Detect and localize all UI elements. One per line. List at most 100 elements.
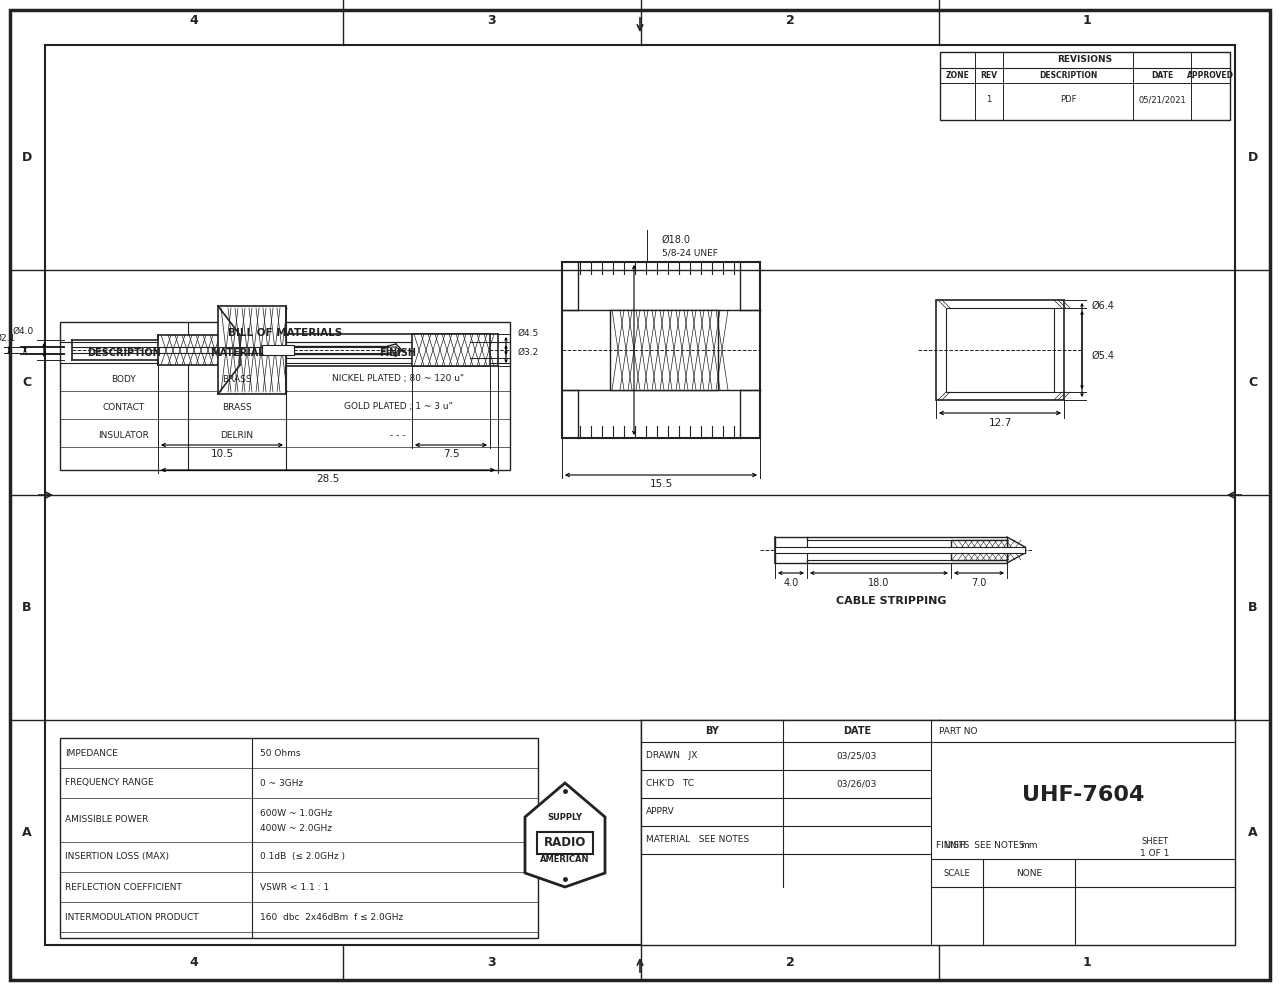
Bar — [940, 52, 1230, 120]
Text: Ø5.4: Ø5.4 — [1092, 351, 1115, 361]
Bar — [936, 300, 1064, 400]
Text: DATE: DATE — [1151, 71, 1174, 80]
Bar — [412, 334, 490, 366]
Text: FREQUENCY RANGE: FREQUENCY RANGE — [65, 778, 154, 787]
Bar — [60, 738, 538, 938]
Text: B: B — [22, 601, 32, 614]
Text: 10.5: 10.5 — [210, 449, 233, 459]
Text: 28.5: 28.5 — [316, 474, 339, 484]
Text: NICKEL PLATED ; 80 ~ 120 u": NICKEL PLATED ; 80 ~ 120 u" — [332, 374, 465, 383]
Text: AMERICAN: AMERICAN — [540, 854, 590, 863]
Text: GOLD PLATED ; 1 ~ 3 u": GOLD PLATED ; 1 ~ 3 u" — [343, 403, 452, 412]
Text: BILL OF MATERIALS: BILL OF MATERIALS — [228, 328, 342, 338]
Text: NONE: NONE — [1016, 868, 1042, 877]
Text: 15.5: 15.5 — [649, 479, 672, 489]
Text: 18.0: 18.0 — [868, 578, 890, 588]
Text: REVISIONS: REVISIONS — [1057, 55, 1112, 64]
Text: SHEET: SHEET — [1142, 837, 1169, 845]
Text: DATE: DATE — [844, 726, 872, 736]
Bar — [262, 345, 294, 355]
Text: DESCRIPTION: DESCRIPTION — [87, 348, 161, 358]
Bar — [946, 308, 1053, 392]
Text: DELRIN: DELRIN — [220, 431, 253, 440]
Bar — [60, 322, 509, 470]
Text: INSULATOR: INSULATOR — [99, 431, 150, 440]
Bar — [774, 547, 1025, 553]
Text: 3: 3 — [488, 14, 497, 27]
Text: 12.7: 12.7 — [988, 418, 1011, 428]
Text: 50 Ohms: 50 Ohms — [260, 748, 301, 757]
Text: D: D — [22, 151, 32, 164]
Text: Ø2.1: Ø2.1 — [0, 334, 15, 343]
Text: PDF: PDF — [1060, 95, 1076, 105]
Text: 05/21/2021: 05/21/2021 — [1138, 95, 1185, 105]
Text: 0 ~ 3GHz: 0 ~ 3GHz — [260, 778, 303, 787]
Text: REV: REV — [980, 71, 997, 80]
Text: B: B — [1248, 601, 1258, 614]
Text: VSWR < 1.1 : 1: VSWR < 1.1 : 1 — [260, 882, 329, 892]
Text: CABLE STRIPPING: CABLE STRIPPING — [836, 596, 946, 606]
Text: DESCRIPTION: DESCRIPTION — [1039, 71, 1097, 80]
Text: Ø6.4: Ø6.4 — [1092, 301, 1115, 311]
Text: AMISSIBLE POWER: AMISSIBLE POWER — [65, 816, 148, 825]
Bar — [951, 540, 1007, 560]
Text: UNITS: UNITS — [945, 841, 970, 849]
Text: 1: 1 — [1083, 14, 1092, 27]
Bar — [641, 720, 1235, 945]
Text: BY: BY — [705, 726, 719, 736]
Bar — [611, 310, 718, 390]
Text: mm: mm — [1020, 841, 1038, 849]
Text: 0.1dB  (≤ 2.0GHz ): 0.1dB (≤ 2.0GHz ) — [260, 852, 346, 861]
Text: FINISH   SEE NOTES: FINISH SEE NOTES — [936, 841, 1024, 849]
Text: 2: 2 — [786, 956, 795, 969]
Text: FINISH: FINISH — [379, 348, 416, 358]
Text: 4.0: 4.0 — [783, 578, 799, 588]
Text: SCALE: SCALE — [943, 868, 970, 877]
Bar — [218, 306, 285, 394]
Text: Ø4.5: Ø4.5 — [518, 329, 539, 338]
Bar — [806, 540, 1007, 560]
Text: ZONE: ZONE — [946, 71, 969, 80]
Text: CHK'D   TC: CHK'D TC — [646, 779, 694, 788]
Text: 03/26/03: 03/26/03 — [837, 779, 877, 788]
Text: REFLECTION COEFFICIENT: REFLECTION COEFFICIENT — [65, 882, 182, 892]
Text: MATERIAL   SEE NOTES: MATERIAL SEE NOTES — [646, 836, 749, 844]
Text: Ø3.2: Ø3.2 — [518, 347, 539, 356]
Text: Ø18.0: Ø18.0 — [662, 235, 691, 245]
Text: BRASS: BRASS — [223, 403, 252, 412]
Text: C: C — [23, 376, 32, 389]
Text: 2: 2 — [786, 14, 795, 27]
Text: - - -: - - - — [390, 431, 406, 440]
Text: UHF-7604: UHF-7604 — [1021, 785, 1144, 805]
Text: 400W ~ 2.0GHz: 400W ~ 2.0GHz — [260, 825, 332, 834]
Text: BRASS: BRASS — [223, 374, 252, 383]
Polygon shape — [525, 783, 605, 887]
Text: BODY: BODY — [111, 374, 137, 383]
Text: SUPPLY: SUPPLY — [548, 813, 582, 822]
Text: 03/25/03: 03/25/03 — [837, 751, 877, 760]
Text: 7.5: 7.5 — [443, 449, 460, 459]
Text: RADIO: RADIO — [544, 837, 586, 849]
Text: 160  dbc  2x46dBm  f ≤ 2.0GHz: 160 dbc 2x46dBm f ≤ 2.0GHz — [260, 913, 403, 922]
Text: MATERIAL: MATERIAL — [210, 348, 264, 358]
Text: 1: 1 — [1083, 956, 1092, 969]
Text: D: D — [1248, 151, 1258, 164]
Text: 7.0: 7.0 — [972, 578, 987, 588]
Text: IMPEDANCE: IMPEDANCE — [65, 748, 118, 757]
Text: 1: 1 — [987, 95, 992, 105]
Text: A: A — [22, 826, 32, 839]
Text: CONTACT: CONTACT — [102, 403, 145, 412]
Text: 3: 3 — [488, 956, 497, 969]
Bar — [538, 832, 593, 854]
Text: 5/8-24 UNEF: 5/8-24 UNEF — [662, 248, 718, 257]
Text: A: A — [1248, 826, 1258, 839]
Text: 4: 4 — [189, 956, 198, 969]
Text: APPRV: APPRV — [646, 808, 675, 817]
Bar — [157, 335, 241, 365]
Text: 4: 4 — [189, 14, 198, 27]
Text: 1 OF 1: 1 OF 1 — [1140, 848, 1170, 857]
Text: C: C — [1248, 376, 1257, 389]
Text: PART NO: PART NO — [940, 727, 978, 736]
Text: Ø4.0: Ø4.0 — [13, 327, 35, 336]
Text: DRAWN   JX: DRAWN JX — [646, 751, 698, 760]
